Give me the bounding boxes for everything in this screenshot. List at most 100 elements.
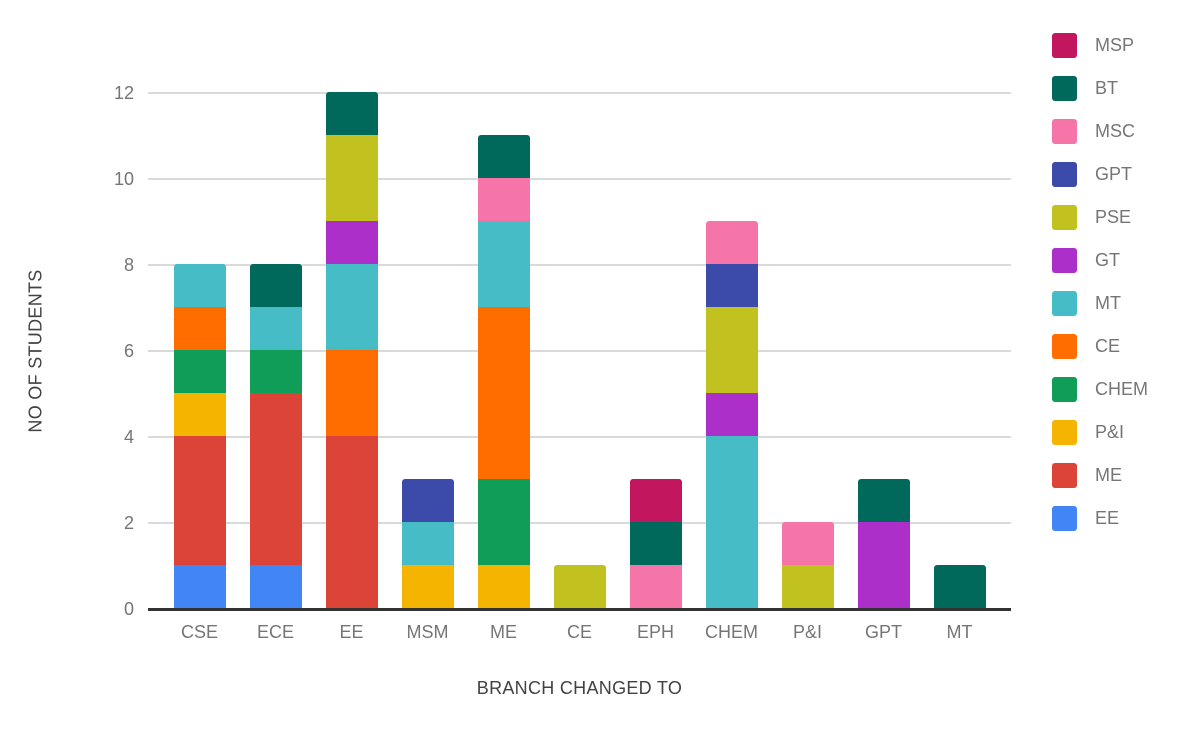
bar-segment-CHEM-GT[interactable] [705, 393, 758, 436]
legend-label-CE: CE [1095, 336, 1121, 356]
legend-swatch-GT [1052, 248, 1077, 273]
bar-segment-ME-BT[interactable] [477, 135, 530, 178]
x-tick-label-EPH: EPH [636, 622, 674, 642]
bar-segment-CSE-MT[interactable] [173, 264, 226, 307]
y-tick-label-10: 10 [113, 169, 134, 189]
legend-swatch-MSP [1052, 33, 1077, 58]
bar-segment-CSE-CHEM[interactable] [173, 350, 226, 393]
bar-segment-ME-MSC[interactable] [477, 178, 530, 221]
bar-segment-EPH-MSP[interactable] [629, 479, 682, 522]
y-axis-title: NO OF STUDENTS [25, 269, 46, 433]
x-tick-label-MSM: MSM [406, 622, 449, 642]
bar-segment-EE-MT[interactable] [325, 264, 378, 350]
legend-label-MSP: MSP [1095, 35, 1135, 55]
bar-MSM [401, 479, 454, 608]
legend-label-BT: BT [1095, 78, 1119, 98]
bar-segment-P&I-PSE[interactable] [781, 565, 834, 608]
bar-segment-GPT-BT[interactable] [857, 479, 910, 522]
bar-segment-CSE-EE[interactable] [173, 565, 226, 608]
bar-segment-ME-CHEM[interactable] [477, 479, 530, 565]
legend-swatch-PSE [1052, 205, 1077, 230]
bar-segment-GPT-GT[interactable] [857, 522, 910, 608]
bar-segment-CHEM-MT[interactable] [705, 436, 758, 608]
bar-segment-EE-GT[interactable] [325, 221, 378, 264]
legend-label-GPT: GPT [1095, 164, 1133, 184]
bar-segment-EPH-MSC[interactable] [629, 565, 682, 608]
legend-label-MSC: MSC [1095, 121, 1135, 141]
bar-segment-MSM-MT[interactable] [401, 522, 454, 565]
bar-segment-MT-BT[interactable] [933, 565, 986, 608]
legend-item-ME[interactable]: ME [1052, 463, 1148, 488]
y-tick-label-4: 4 [123, 427, 134, 447]
legend-label-CHEM: CHEM [1095, 379, 1148, 399]
bar-segment-ECE-BT[interactable] [249, 264, 302, 307]
bar-segment-ECE-ME[interactable] [249, 393, 302, 565]
legend-item-BT[interactable]: BT [1052, 76, 1148, 101]
bar-segment-ME-CE[interactable] [477, 307, 530, 479]
legend-item-EE[interactable]: EE [1052, 506, 1148, 531]
y-tick-label-0: 0 [123, 599, 134, 619]
gridline-2 [148, 522, 1011, 524]
legend-item-MSP[interactable]: MSP [1052, 33, 1148, 58]
bar-segment-EE-BT[interactable] [325, 92, 378, 135]
bar-segment-CSE-P&I[interactable] [173, 393, 226, 436]
bar-segment-P&I-MSC[interactable] [781, 522, 834, 565]
bar-segment-CHEM-MSC[interactable] [705, 221, 758, 264]
bar-segment-MSM-P&I[interactable] [401, 565, 454, 608]
legend-label-ME: ME [1095, 465, 1122, 485]
bar-segment-MSM-GPT[interactable] [401, 479, 454, 522]
bar-segment-ME-P&I[interactable] [477, 565, 530, 608]
legend-swatch-ME [1052, 463, 1077, 488]
x-tick-label-EE: EE [339, 622, 364, 642]
gridline-12 [148, 92, 1011, 94]
legend-item-CE[interactable]: CE [1052, 334, 1148, 359]
bar-segment-CSE-ME[interactable] [173, 436, 226, 565]
x-tick-label-ECE: ECE [256, 622, 294, 642]
x-tick-label-ME: ME [490, 622, 517, 642]
x-tick-label-P&I: P&I [792, 622, 822, 642]
legend-item-MSC[interactable]: MSC [1052, 119, 1148, 144]
bar-segment-CE-PSE[interactable] [553, 565, 606, 608]
x-tick-label-CHEM: CHEM [705, 622, 758, 642]
y-tick-label-6: 6 [123, 341, 134, 361]
bar-CHEM [705, 221, 758, 608]
bar-segment-EE-CE[interactable] [325, 350, 378, 436]
bar-ME [477, 135, 530, 608]
legend-item-P&I[interactable]: P&I [1052, 420, 1148, 445]
bar-segment-CHEM-GPT[interactable] [705, 264, 758, 307]
bar-segment-ME-MT[interactable] [477, 221, 530, 307]
x-tick-label-CE: CE [566, 622, 592, 642]
legend-item-PSE[interactable]: PSE [1052, 205, 1148, 230]
gridline-4 [148, 436, 1011, 438]
x-tick-label-GPT: GPT [864, 622, 902, 642]
bar-segment-CSE-CE[interactable] [173, 307, 226, 350]
bar-segment-ECE-CHEM[interactable] [249, 350, 302, 393]
bar-segment-ECE-MT[interactable] [249, 307, 302, 350]
bar-segment-EE-PSE[interactable] [325, 135, 378, 221]
legend-item-GPT[interactable]: GPT [1052, 162, 1148, 187]
x-tick-label-MT: MT [946, 622, 973, 642]
legend-item-GT[interactable]: GT [1052, 248, 1148, 273]
legend: MSP BT MSC GPT PSE GT MT CE CHEM P&I ME EE [1052, 33, 1148, 531]
gridline-10 [148, 178, 1011, 180]
legend-item-CHEM[interactable]: CHEM [1052, 377, 1148, 402]
y-tick-label-2: 2 [123, 513, 134, 533]
bar-segment-EE-ME[interactable] [325, 436, 378, 608]
y-tick-label-12: 12 [113, 83, 134, 103]
bar-CSE [173, 264, 226, 608]
legend-label-PSE: PSE [1095, 207, 1132, 227]
legend-swatch-CE [1052, 334, 1077, 359]
legend-item-MT[interactable]: MT [1052, 291, 1148, 316]
bar-ECE [249, 264, 302, 608]
gridline-6 [148, 350, 1011, 352]
bar-GPT [857, 479, 910, 608]
legend-swatch-CHEM [1052, 377, 1077, 402]
bar-segment-CHEM-PSE[interactable] [705, 307, 758, 393]
legend-swatch-EE [1052, 506, 1077, 531]
bar-CE [553, 565, 606, 608]
bar-segment-ECE-EE[interactable] [249, 565, 302, 608]
bar-segment-EPH-BT[interactable] [629, 522, 682, 565]
bar-MT [933, 565, 986, 608]
bar-EPH [629, 479, 682, 608]
